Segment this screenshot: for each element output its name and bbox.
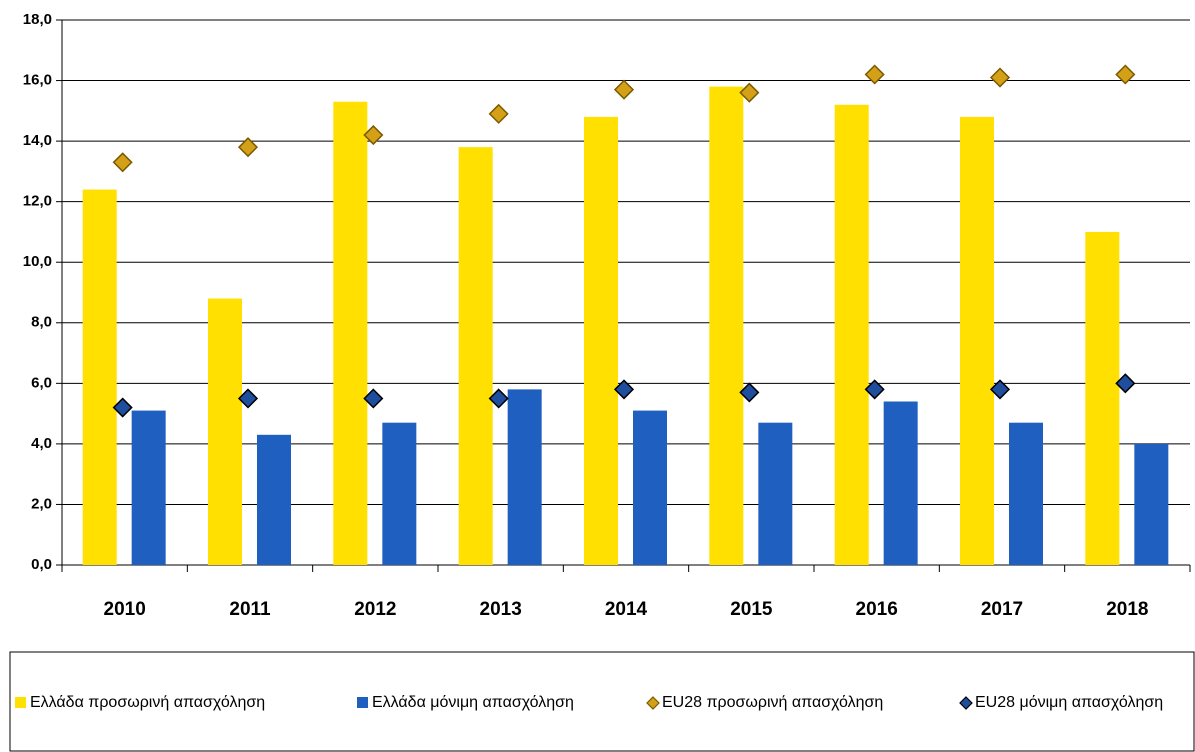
bar <box>1085 231 1120 565</box>
x-tick-label: 2015 <box>730 599 773 620</box>
marker <box>989 379 1011 400</box>
x-tick-label: 2010 <box>104 599 146 620</box>
bar <box>382 422 417 565</box>
y-tick-label: 4,0 <box>31 435 52 452</box>
marker <box>363 124 384 146</box>
x-tick-label: 2018 <box>1106 599 1148 620</box>
bar <box>709 86 744 565</box>
marker <box>1115 64 1136 85</box>
marker <box>864 64 885 85</box>
bar <box>507 389 542 565</box>
y-tick-label: 16,0 <box>23 72 52 89</box>
x-tick-label: 2016 <box>856 599 898 620</box>
y-tick-label: 8,0 <box>31 314 52 331</box>
y-tick-label: 18,0 <box>23 11 52 28</box>
marker <box>739 82 760 103</box>
y-tick-label: 10,0 <box>23 253 52 270</box>
marker <box>488 388 509 409</box>
bar <box>257 434 291 565</box>
x-tick-label: 2011 <box>229 599 271 620</box>
y-tick-label: 6,0 <box>31 374 52 391</box>
marker <box>739 382 760 403</box>
marker <box>112 397 133 418</box>
marker <box>237 388 259 409</box>
bar <box>458 147 493 565</box>
bar <box>1134 443 1169 565</box>
legend-label: EU28 μόνιμη απασχόληση <box>975 694 1163 711</box>
marker <box>864 379 885 400</box>
bar <box>758 422 793 565</box>
x-tick-label: 2017 <box>981 599 1023 620</box>
x-tick-label: 2014 <box>605 599 648 620</box>
marker <box>237 137 259 158</box>
y-tick-label: 12,0 <box>23 193 52 210</box>
legend-swatch <box>357 697 368 708</box>
y-tick-label: 14,0 <box>23 132 52 149</box>
legend-swatch <box>646 696 660 710</box>
marker <box>488 103 509 124</box>
bar <box>131 410 166 565</box>
marker <box>112 152 133 173</box>
marker <box>613 79 635 100</box>
bar <box>333 101 368 565</box>
x-tick-label: 2012 <box>354 599 396 620</box>
x-tick-label: 2013 <box>480 599 522 620</box>
marker <box>613 379 635 400</box>
marker <box>1115 373 1136 394</box>
bar <box>633 410 667 565</box>
marker <box>989 67 1011 88</box>
bar <box>960 116 994 565</box>
legend-swatch <box>959 696 973 710</box>
bar <box>82 189 117 566</box>
y-tick-label: 2,0 <box>31 495 52 512</box>
legend-label: Ελλάδα μόνιμη απασχόληση <box>372 694 574 711</box>
legend-label: EU28 προσωρινή απασχόληση <box>662 694 883 711</box>
bar <box>584 116 618 565</box>
legend-swatch <box>15 697 26 708</box>
bar <box>883 401 918 565</box>
legend-label: Ελλάδα προσωρινή απασχόληση <box>30 694 265 711</box>
bar <box>1009 422 1043 565</box>
y-tick-label: 0,0 <box>31 556 52 573</box>
bar <box>834 104 869 566</box>
marker <box>363 388 384 409</box>
legend-box <box>9 651 1195 752</box>
bar <box>208 298 242 565</box>
